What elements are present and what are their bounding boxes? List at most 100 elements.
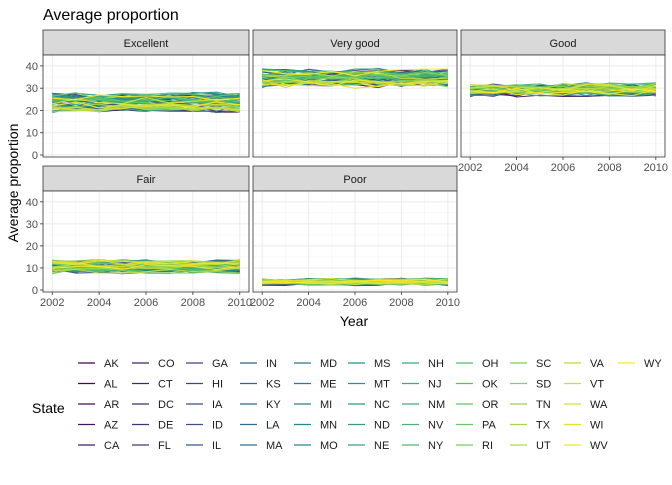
y-tick-label: 30: [26, 83, 38, 95]
y-tick-label: 40: [26, 197, 38, 209]
legend-label: IA: [212, 399, 223, 411]
legend-item-ut: UT: [510, 440, 551, 452]
legend-label: WV: [590, 440, 608, 452]
legend-item-me: ME: [294, 379, 337, 391]
facet-panel-excellent: Excellent 0 10 20 30 40: [26, 29, 250, 162]
y-tick-label: 10: [26, 128, 38, 140]
facet-strip-label: Excellent: [124, 38, 169, 50]
series-line-wa: [52, 103, 240, 111]
series-line-wy: [262, 68, 448, 77]
legend-item-mn: MN: [294, 420, 337, 432]
legend-item-in: IN: [240, 358, 277, 370]
legend-label: MD: [320, 358, 337, 370]
legend-label: MO: [320, 440, 338, 452]
series-lines: [470, 82, 656, 98]
legend-label: ID: [212, 420, 223, 432]
legend-item-ar: AR: [78, 399, 119, 411]
x-tick-label: 2008: [181, 297, 205, 309]
legend-label: WA: [590, 399, 608, 411]
legend-title: State: [32, 400, 65, 416]
legend-label: NE: [374, 440, 389, 452]
series-line-wi: [470, 88, 656, 97]
x-axis-title: Year: [340, 313, 369, 329]
legend-label: IN: [266, 358, 277, 370]
legend-label: HI: [212, 379, 223, 391]
y-axis-title: Average proportion: [5, 124, 21, 243]
facet-strip-label: Fair: [137, 174, 156, 186]
legend-item-ok: OK: [456, 379, 499, 391]
y-tick-label: 10: [26, 263, 38, 275]
legend-label: TN: [536, 399, 551, 411]
y-tick-label: 20: [26, 241, 38, 253]
legend-label: VT: [590, 379, 604, 391]
series-line-wy: [52, 94, 240, 101]
legend-label: OK: [482, 379, 499, 391]
legend-item-tx: TX: [510, 420, 551, 432]
series-line-wy: [52, 264, 240, 271]
legend-item-wv: WV: [564, 440, 608, 452]
y-tick-label: 0: [32, 150, 38, 162]
x-tick-label: 2004: [504, 162, 528, 174]
legend-label: AR: [104, 399, 119, 411]
legend-item-ms: MS: [348, 358, 391, 370]
legend-label: TX: [536, 420, 551, 432]
legend-label: AL: [104, 379, 117, 391]
facet-panel-very-good: Very good: [252, 29, 458, 158]
x-tick-label: 2010: [227, 297, 251, 309]
legend-label: CO: [158, 358, 175, 370]
legend-label: ND: [374, 420, 390, 432]
legend-item-nv: NV: [402, 420, 444, 432]
legend-item-ct: CT: [132, 379, 173, 391]
legend-item-ca: CA: [78, 440, 120, 452]
x-tick-label: 2002: [458, 162, 482, 174]
x-tick-label: 2008: [389, 297, 413, 309]
legend-label: MN: [320, 420, 337, 432]
legend-item-nh: NH: [402, 358, 444, 370]
legend-label: MI: [320, 399, 332, 411]
legend-label: NJ: [428, 379, 441, 391]
legend: AK AL AR AZ CA CO CT DC DE FL GA HI IA ID IL IN KS KY LA MA…: [78, 358, 662, 452]
legend-label: OH: [482, 358, 499, 370]
legend-label: WY: [644, 358, 662, 370]
legend-item-ne: NE: [348, 440, 389, 452]
x-tick-label: 2010: [644, 162, 668, 174]
series-line-ri: [262, 74, 448, 84]
legend-label: AZ: [104, 420, 118, 432]
legend-item-ga: GA: [186, 358, 229, 370]
legend-item-mi: MI: [294, 399, 332, 411]
x-tick-label: 2002: [250, 297, 274, 309]
legend-label: NM: [428, 399, 445, 411]
legend-label: GA: [212, 358, 229, 370]
legend-item-ny: NY: [402, 440, 444, 452]
panel-grid: [461, 55, 665, 157]
series-line-tn: [52, 265, 240, 270]
legend-label: LA: [266, 420, 280, 432]
series-lines: [52, 91, 240, 114]
series-lines: [262, 67, 448, 89]
series-line-or: [52, 95, 240, 104]
legend-item-wi: WI: [564, 420, 603, 432]
legend-label: VA: [590, 358, 605, 370]
y-tick-label: 20: [26, 105, 38, 117]
legend-label: WI: [590, 420, 603, 432]
x-tick-label: 2004: [296, 297, 320, 309]
legend-item-la: LA: [240, 420, 280, 432]
x-tick-label: 2002: [40, 297, 64, 309]
series-line-wv: [52, 101, 240, 109]
legend-item-va: VA: [564, 358, 605, 370]
legend-item-dc: DC: [132, 399, 174, 411]
legend-label: MS: [374, 358, 391, 370]
series-line-wi: [52, 96, 240, 105]
series-line-wv: [52, 260, 240, 266]
legend-label: SD: [536, 379, 551, 391]
panel-grid: [253, 191, 457, 292]
series-line-wy: [262, 278, 448, 284]
y-tick-label: 0: [32, 285, 38, 297]
legend-item-ri: RI: [456, 440, 493, 452]
facet-strip: [252, 29, 458, 56]
legend-label: OR: [482, 399, 499, 411]
panel-border: [42, 54, 250, 158]
legend-item-de: DE: [132, 420, 173, 432]
legend-item-ia: IA: [186, 399, 223, 411]
chart-title: Average proportion: [43, 7, 179, 24]
